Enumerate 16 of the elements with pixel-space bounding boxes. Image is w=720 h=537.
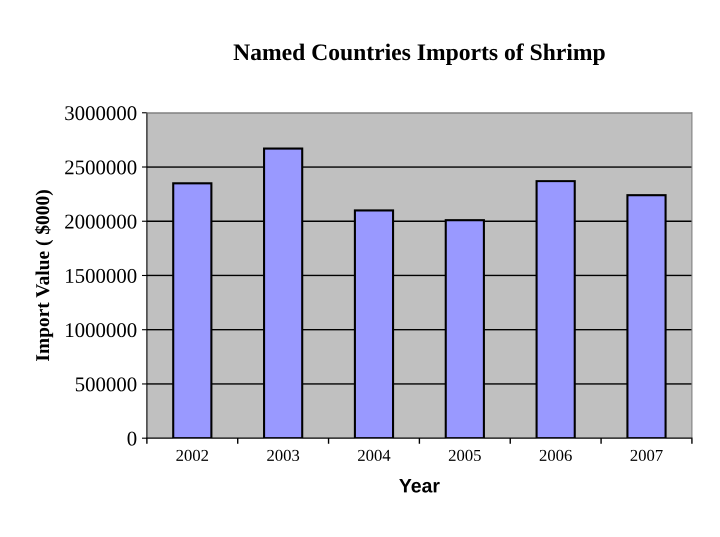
y-tick-label: 0 [128,432,136,446]
y-tick-label: 1000000 [66,323,136,338]
y-tick-label: 3000000 [65,106,136,120]
x-tick-label: 2004 [358,450,390,462]
chart-title: Named Countries Imports of Shrimp [234,43,605,66]
y-tick-label: 2500000 [65,160,136,174]
x-tick-label: 2005 [448,450,481,462]
y-axis-title: Import Value ( $000) [34,190,54,361]
y-tick-label: 500000 [76,377,136,392]
x-tick-label: 2006 [540,450,572,462]
x-tick-label: 2007 [630,450,663,462]
y-tick-label: 1500000 [66,268,136,283]
x-axis-title: Year [399,479,440,493]
y-tick-label: 2000000 [65,214,136,229]
x-tick-label: 2002 [176,450,208,462]
x-tick-label: 2003 [267,450,300,462]
